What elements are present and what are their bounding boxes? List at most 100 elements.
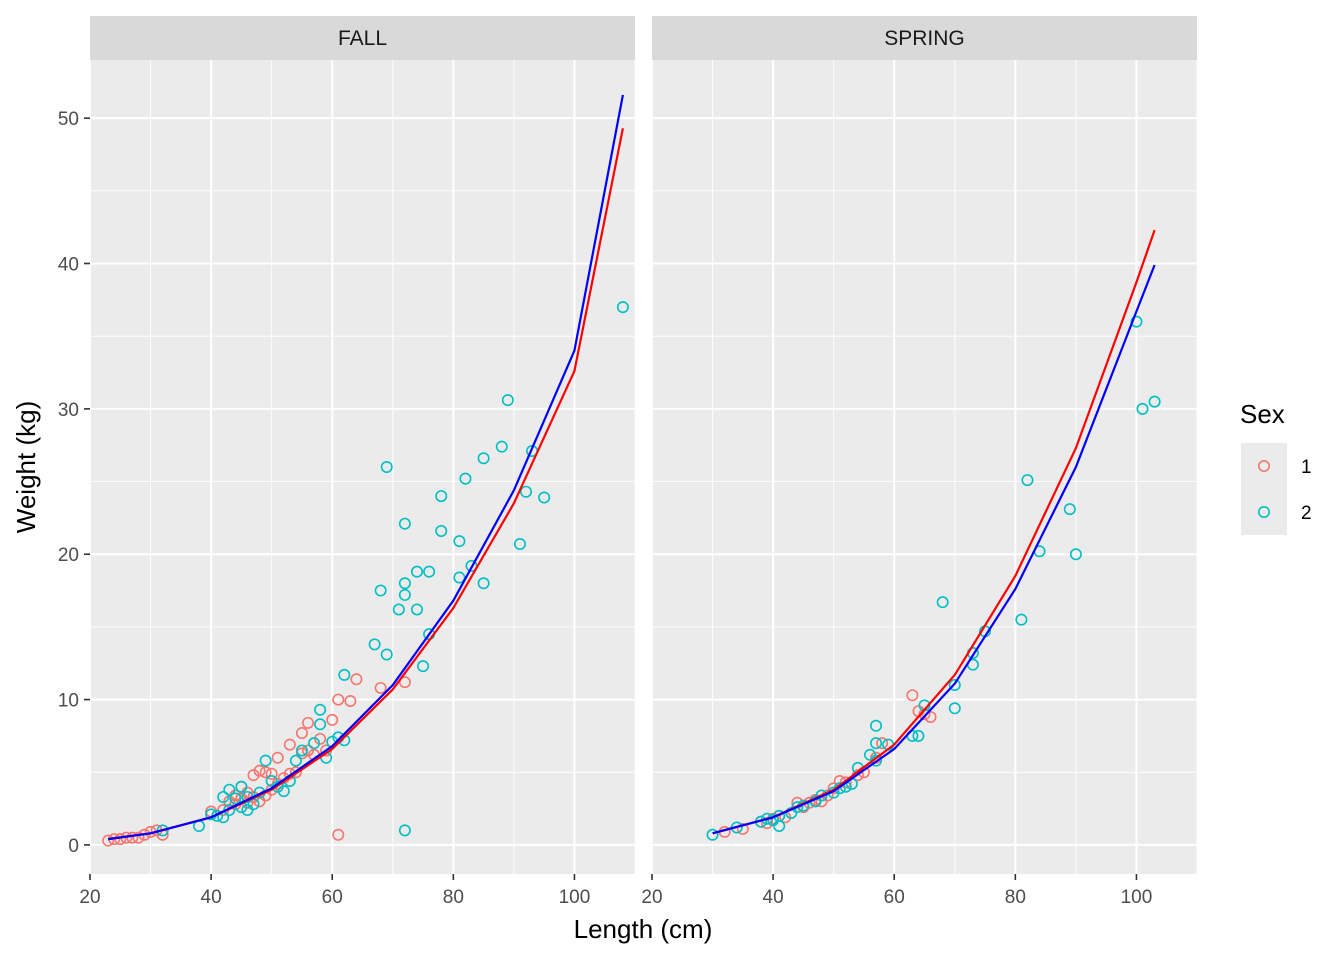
data-point-sex-2 (398, 588, 411, 601)
x-axis-spring: 20 40 60 80 100 (641, 874, 1152, 908)
data-point-sex-2 (477, 452, 490, 465)
data-point-sex-2 (235, 780, 248, 793)
y-tick-label: 30 (58, 400, 79, 421)
x-tick-label: 60 (322, 887, 343, 908)
data-point-sex-2 (495, 440, 508, 453)
data-point-sex-2 (936, 596, 949, 609)
data-point-sex-2 (1021, 474, 1034, 487)
data-point-sex-2 (217, 790, 230, 803)
data-point-sex-1 (271, 751, 284, 764)
data-point-sex-2 (870, 719, 883, 732)
legend-marker-sex-2 (1258, 505, 1271, 518)
data-point-sex-2 (1069, 548, 1082, 561)
facet-panel-fall: FALL 20 40 60 80 100 (79, 16, 636, 908)
data-point-sex-2 (1130, 315, 1143, 328)
fit-lines-spring (712, 229, 1156, 835)
legend: Sex 1 2 (1240, 399, 1312, 535)
data-point-sex-2 (308, 737, 321, 750)
gridlines-spring (651, 60, 1198, 874)
x-tick-label: 40 (763, 887, 784, 908)
data-point-sex-2 (1015, 613, 1028, 626)
gridlines-fall (89, 60, 636, 874)
data-point-sex-2 (1148, 395, 1161, 408)
data-point-sex-1 (126, 831, 139, 844)
legend-title: Sex (1240, 399, 1285, 429)
data-point-sex-2 (912, 729, 925, 742)
y-axis-title: Weight (kg) (11, 401, 41, 533)
data-point-sex-2 (314, 703, 327, 716)
data-point-sex-2 (513, 538, 526, 551)
x-tick-label: 20 (641, 887, 662, 908)
x-axis-title: Length (cm) (574, 914, 713, 944)
data-point-sex-1 (132, 831, 145, 844)
data-point-sex-1 (344, 695, 357, 708)
y-tick-label: 50 (58, 109, 79, 130)
data-point-sex-2 (453, 535, 466, 548)
data-point-sex-2 (616, 301, 629, 314)
facet-panel-spring: SPRING 20 40 60 80 100 (641, 16, 1198, 908)
panel-background-spring (652, 60, 1197, 874)
data-point-sex-2 (453, 571, 466, 584)
data-point-sex-1 (332, 693, 345, 706)
x-axis-fall: 20 40 60 80 100 (79, 874, 590, 908)
x-tick-label: 80 (1005, 887, 1026, 908)
data-point-sex-1 (253, 764, 266, 777)
y-tick-label: 0 (68, 836, 79, 857)
data-point-sex-2 (1063, 503, 1076, 516)
legend-marker-sex-1 (1258, 459, 1271, 472)
legend-key-background-1 (1241, 443, 1287, 489)
data-point-sex-2 (380, 460, 393, 473)
data-point-sex-1 (326, 713, 339, 726)
data-point-sex-2 (815, 789, 828, 802)
data-point-sex-2 (1136, 402, 1149, 415)
data-point-sex-1 (295, 727, 308, 740)
data-point-sex-2 (410, 603, 423, 616)
fit-line (108, 94, 624, 841)
x-tick-label: 20 (79, 887, 100, 908)
data-point-sex-2 (368, 638, 381, 651)
data-point-sex-1 (350, 673, 363, 686)
data-point-sex-1 (332, 828, 345, 841)
data-point-sex-2 (314, 718, 327, 731)
data-point-sex-2 (277, 785, 290, 798)
data-point-sex-1 (876, 737, 889, 750)
data-point-sex-1 (374, 681, 387, 694)
data-point-sex-2 (459, 472, 472, 485)
y-tick-label: 10 (58, 691, 79, 712)
data-point-sex-2 (289, 754, 302, 767)
data-point-sex-1 (283, 738, 296, 751)
facet-strip-spring (652, 16, 1197, 60)
facet-label-fall: FALL (338, 27, 387, 50)
data-point-sex-2 (706, 828, 719, 841)
data-point-sex-1 (398, 676, 411, 689)
data-point-sex-2 (948, 679, 961, 692)
legend-key-background-2 (1241, 489, 1287, 535)
data-point-sex-2 (295, 744, 308, 757)
legend-label-sex-2: 2 (1301, 503, 1312, 524)
data-point-sex-1 (289, 766, 302, 779)
data-point-sex-2 (223, 783, 236, 796)
data-point-sex-2 (519, 485, 532, 498)
fit-lines-fall (108, 94, 624, 841)
data-point-sex-2 (435, 490, 448, 503)
fit-line (712, 264, 1156, 835)
data-point-sex-2 (761, 812, 774, 825)
data-point-sex-1 (259, 766, 272, 779)
panel-background-fall (90, 60, 635, 874)
x-tick-label: 40 (201, 887, 222, 908)
data-point-sex-2 (398, 517, 411, 530)
data-point-sex-1 (924, 711, 937, 724)
data-point-sex-2 (948, 702, 961, 715)
data-point-sex-2 (870, 754, 883, 767)
x-tick-label: 100 (1121, 887, 1153, 908)
y-tick-label: 20 (58, 545, 79, 566)
data-point-sex-1 (736, 822, 749, 835)
data-point-sex-2 (423, 565, 436, 578)
x-tick-label: 60 (884, 887, 905, 908)
data-point-sex-2 (417, 660, 430, 673)
data-point-sex-2 (870, 737, 883, 750)
data-point-sex-2 (392, 603, 405, 616)
data-point-sex-2 (538, 491, 551, 504)
legend-label-sex-1: 1 (1301, 457, 1312, 478)
